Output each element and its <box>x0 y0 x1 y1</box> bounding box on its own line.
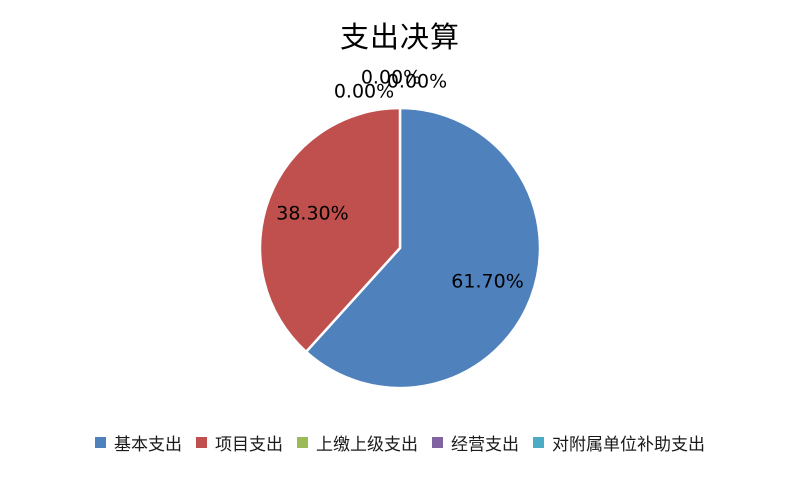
legend-item-基本支出: 基本支出 <box>95 430 182 455</box>
legend-label: 基本支出 <box>114 435 182 455</box>
legend-label: 上缴上级支出 <box>316 435 418 455</box>
slice-label-上缴上级支出: 0.00% <box>360 66 422 89</box>
legend: 基本支出 项目支出 上缴上级支出 经营支出 对附属单位补助支出 <box>0 430 800 455</box>
slice-label-基本支出: 61.70% <box>451 270 524 293</box>
slice-label-项目支出: 38.30% <box>276 202 349 225</box>
chart-title: 支出决算 <box>339 20 460 54</box>
legend-item-项目支出: 项目支出 <box>196 430 283 455</box>
pie-slice-基本支出 <box>304 106 542 390</box>
legend-item-对附属单位补助支出: 对附属单位补助支出 <box>533 430 705 455</box>
legend-label: 项目支出 <box>215 435 283 455</box>
legend-item-经营支出: 经营支出 <box>432 430 519 455</box>
legend-swatch-icon <box>533 437 544 448</box>
legend-swatch-icon <box>297 437 308 448</box>
legend-item-上缴上级支出: 上缴上级支出 <box>297 430 418 455</box>
legend-swatch-icon <box>432 437 443 448</box>
pie-slice-项目支出 <box>258 106 402 354</box>
legend-label: 对附属单位补助支出 <box>552 435 705 455</box>
legend-swatch-icon <box>196 437 207 448</box>
legend-swatch-icon <box>95 437 106 448</box>
slice-label-对附属单位补助支出: 0.00% <box>333 80 395 103</box>
legend-label: 经营支出 <box>451 435 519 455</box>
slice-label-经营支出: 0.00% <box>386 70 448 93</box>
